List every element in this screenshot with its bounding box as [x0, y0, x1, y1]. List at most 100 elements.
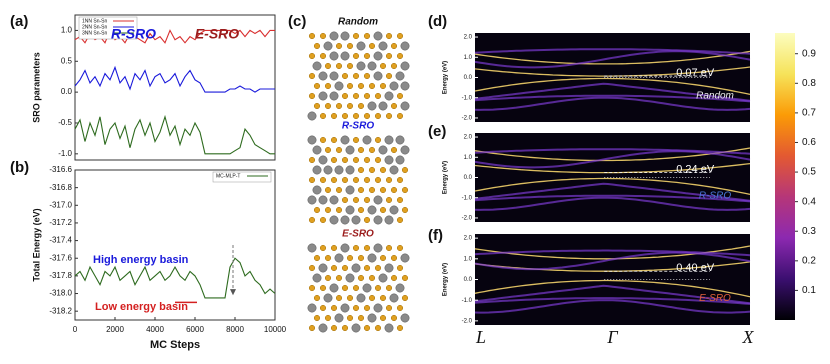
ge-atom	[308, 32, 316, 40]
ge-atom	[352, 284, 360, 292]
ge-atom	[335, 62, 343, 70]
y-axis-label: Energy (eV)	[443, 161, 449, 194]
ge-atom	[335, 274, 343, 282]
panel-label: (a)	[10, 13, 28, 30]
y-tick-label: 0.5	[61, 56, 73, 65]
ge-atom	[385, 244, 393, 252]
ge-atom	[374, 112, 382, 120]
ge-atom	[396, 264, 404, 272]
ge-atom	[357, 102, 365, 110]
structure-label: E-SRO	[342, 229, 374, 240]
sn-atom	[395, 135, 405, 145]
ge-atom	[374, 324, 382, 332]
ge-atom	[319, 244, 327, 252]
ge-atom	[357, 314, 365, 322]
x-axis-label: MC Steps	[150, 339, 200, 351]
ge-atom	[308, 156, 316, 164]
ge-atom	[352, 136, 360, 144]
ge-atom	[324, 274, 332, 282]
sn-atom	[384, 323, 394, 333]
y-tick-label: -316.6	[49, 165, 72, 174]
sn-atom	[345, 273, 355, 283]
band-curve	[474, 194, 751, 203]
ge-atom	[308, 72, 316, 80]
sn-atom	[384, 135, 394, 145]
ge-atom	[390, 254, 398, 262]
colorbar-tick-label: 0.7	[802, 108, 816, 119]
ge-atom	[368, 274, 376, 282]
structure-label: R-SRO	[342, 121, 374, 132]
band-curve	[474, 148, 751, 155]
ge-atom	[341, 176, 349, 184]
band-curve	[474, 94, 751, 103]
ge-atom	[363, 196, 371, 204]
ge-atom	[319, 32, 327, 40]
ge-atom	[313, 294, 321, 302]
ge-atom	[363, 264, 371, 272]
ge-atom	[330, 112, 338, 120]
ge-atom	[368, 294, 376, 302]
y-tick-label: -317.8	[49, 271, 72, 280]
sn-atom	[356, 293, 366, 303]
ge-atom	[313, 206, 321, 214]
sn-atom	[400, 81, 410, 91]
sn-atom	[345, 185, 355, 195]
sn-atom	[356, 61, 366, 71]
ge-atom	[379, 254, 387, 262]
ge-atom	[357, 146, 365, 154]
sn-atom	[378, 41, 388, 51]
y-tick-label: -2.0	[462, 318, 473, 324]
x-tick-label: Γ	[606, 327, 618, 347]
sn-atom	[312, 165, 322, 175]
ge-atom	[396, 324, 404, 332]
ge-atom	[308, 324, 316, 332]
sn-atom	[351, 215, 361, 225]
ge-atom	[390, 62, 398, 70]
ge-atom	[346, 254, 354, 262]
ge-atom	[308, 52, 316, 60]
ge-atom	[374, 264, 382, 272]
sn-atom	[340, 215, 350, 225]
ge-atom	[341, 196, 349, 204]
sn-atom	[395, 283, 405, 293]
ge-atom	[379, 206, 387, 214]
ge-atom	[374, 284, 382, 292]
ge-atom	[330, 264, 338, 272]
ge-atom	[368, 186, 376, 194]
ge-atom	[308, 92, 316, 100]
ge-atom	[385, 32, 393, 40]
ge-atom	[379, 62, 387, 70]
ge-atom	[396, 304, 404, 312]
ge-atom	[352, 92, 360, 100]
ge-atom	[346, 294, 354, 302]
ge-atom	[346, 42, 354, 50]
ge-atom	[335, 102, 343, 110]
ge-atom	[363, 72, 371, 80]
sn-atom	[367, 253, 377, 263]
ge-atom	[341, 72, 349, 80]
ge-atom	[374, 156, 382, 164]
ge-atom	[319, 136, 327, 144]
ge-atom	[313, 102, 321, 110]
colorbar-tick-label: 0.8	[802, 78, 816, 89]
ge-atom	[335, 146, 343, 154]
ge-atom	[324, 62, 332, 70]
ge-atom	[341, 156, 349, 164]
ge-atom	[352, 156, 360, 164]
ge-atom	[335, 294, 343, 302]
legend-label: 2NN Sn-Sn	[82, 24, 108, 30]
ge-atom	[390, 42, 398, 50]
ge-atom	[352, 32, 360, 40]
sn-atom	[318, 91, 328, 101]
y-tick-label: -1.0	[462, 298, 473, 304]
sn-atom	[345, 165, 355, 175]
ge-atom	[352, 72, 360, 80]
ge-atom	[341, 324, 349, 332]
span-label: E-SRO	[195, 26, 239, 42]
ge-atom	[313, 314, 321, 322]
sn-atom	[384, 155, 394, 165]
ge-atom	[368, 166, 376, 174]
ge-atom	[385, 284, 393, 292]
band-curve	[474, 177, 751, 196]
ge-atom	[374, 176, 382, 184]
